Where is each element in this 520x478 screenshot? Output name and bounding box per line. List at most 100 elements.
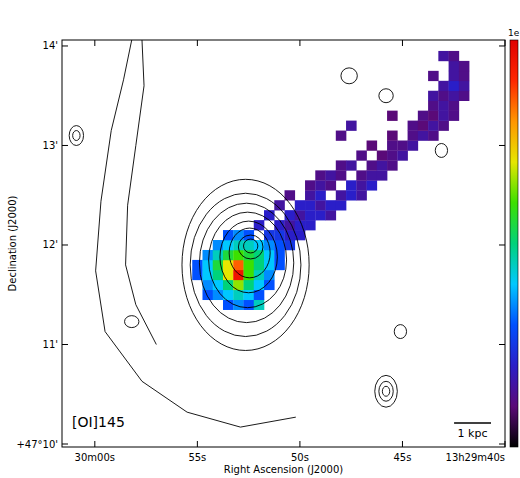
contour: [209, 212, 287, 308]
cell: [285, 210, 296, 220]
cell: [449, 51, 460, 61]
cell: [295, 200, 306, 210]
y-tick: [499, 244, 505, 245]
y-tick: [62, 444, 68, 445]
cell: [346, 121, 357, 131]
cell: [356, 170, 367, 180]
cell: [315, 170, 326, 180]
colorbar: [510, 40, 518, 447]
contour: [382, 386, 389, 396]
colorbar-label: 1e: [508, 28, 520, 38]
contour: [182, 179, 309, 350]
cell: [428, 111, 439, 121]
cell: [305, 210, 316, 220]
cell: [223, 270, 234, 280]
scale-bar: [454, 422, 491, 424]
cell: [449, 91, 460, 101]
cell: [315, 200, 326, 210]
cell: [305, 180, 316, 190]
cell: [315, 190, 326, 200]
cell: [459, 61, 470, 71]
cell: [408, 141, 419, 151]
y-tick: [499, 444, 505, 445]
cell: [449, 71, 460, 81]
cell: [192, 260, 203, 270]
cell: [397, 150, 408, 160]
cell: [336, 190, 347, 200]
cell: [244, 290, 255, 300]
contour: [375, 375, 398, 407]
cell: [336, 170, 347, 180]
chart: 30m00s55s50s45s13h29m40s14'13'12'11'+47°…: [0, 0, 520, 478]
cell: [449, 61, 460, 71]
cell: [449, 81, 460, 91]
cell: [336, 131, 347, 141]
y-tick: [62, 145, 68, 146]
cell: [377, 170, 388, 180]
cell: [244, 260, 255, 270]
cell: [254, 260, 265, 270]
cell: [367, 170, 378, 180]
contour: [73, 131, 80, 141]
cell: [264, 270, 275, 280]
x-tick-label: 55s: [188, 452, 206, 463]
cell: [387, 111, 398, 121]
cell: [387, 141, 398, 151]
scale-bar-label: 1 kpc: [458, 427, 488, 440]
y-tick-label: 13': [43, 140, 58, 151]
cell: [387, 160, 398, 170]
cell: [428, 71, 439, 81]
cell: [244, 300, 255, 310]
contour: [229, 228, 270, 278]
x-tick: [94, 441, 95, 447]
cell: [367, 160, 378, 170]
contour: [394, 325, 406, 339]
cell: [387, 131, 398, 141]
contour: [96, 40, 296, 427]
cell: [346, 160, 357, 170]
cell: [438, 51, 449, 61]
y-axis-title: Declination (J2000): [7, 195, 18, 291]
contour: [379, 89, 393, 103]
cell: [356, 180, 367, 190]
cell: [254, 290, 265, 300]
cell: [315, 210, 326, 220]
x-axis-title: Right Ascension (J2000): [224, 464, 343, 475]
cell: [233, 290, 244, 300]
cell: [274, 250, 285, 260]
cell: [285, 240, 296, 250]
cell: [438, 81, 449, 91]
cell: [336, 160, 347, 170]
contour: [244, 239, 258, 253]
cell: [295, 210, 306, 220]
cell: [397, 141, 408, 151]
cell: [223, 240, 234, 250]
cell: [418, 111, 429, 121]
y-tick-label: 12': [43, 239, 58, 250]
cell: [438, 111, 449, 121]
cell: [213, 250, 224, 260]
cell: [438, 91, 449, 101]
y-tick-label: 11': [43, 339, 58, 350]
x-tick-label: 45s: [393, 452, 411, 463]
y-tick: [62, 344, 68, 345]
cell: [315, 180, 326, 190]
x-tick-label: 50s: [291, 452, 309, 463]
cell: [326, 170, 337, 180]
cell: [377, 150, 388, 160]
cell: [438, 101, 449, 111]
cell: [418, 131, 429, 141]
cell: [202, 290, 213, 300]
cell: [305, 190, 316, 200]
contour: [125, 316, 139, 328]
cell: [459, 71, 470, 81]
cell: [346, 190, 357, 200]
x-tick: [197, 40, 198, 46]
cell: [408, 121, 419, 131]
y-tick: [499, 145, 505, 146]
contour: [379, 381, 393, 401]
cell: [305, 220, 316, 230]
frame: [62, 40, 505, 447]
cell: [418, 121, 429, 131]
cell: [264, 210, 275, 220]
